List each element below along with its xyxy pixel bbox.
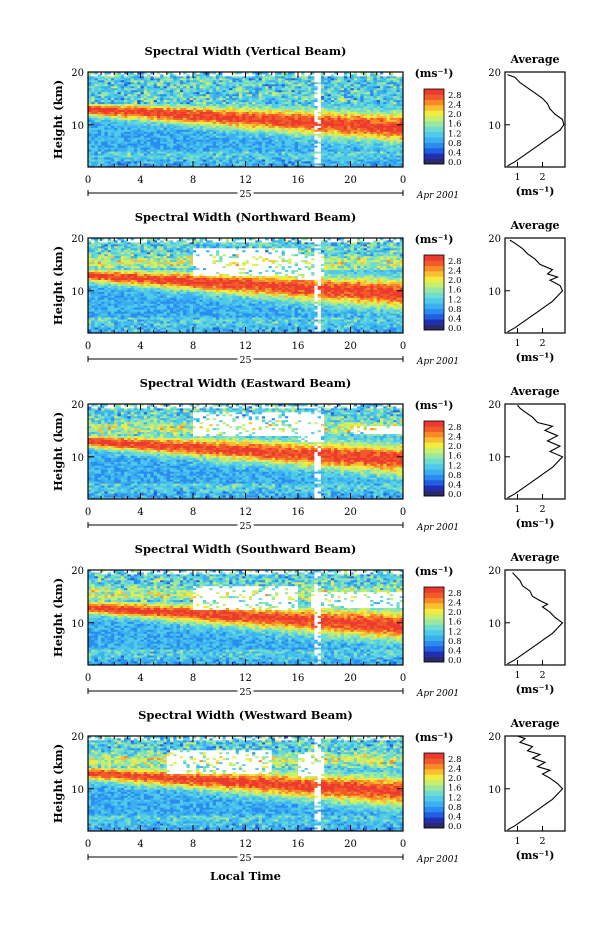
- average-frame: [505, 72, 565, 167]
- chart-title: Spectral Width (Vertical Beam): [145, 44, 347, 58]
- y-tick-label: 10: [71, 121, 84, 132]
- day-label: 25: [239, 189, 251, 200]
- colorbar-swatch: [424, 143, 444, 149]
- colorbar-tick-label: 0.4: [448, 148, 462, 158]
- average-y-tick-label: 10: [488, 121, 501, 132]
- average-profile-line: [508, 75, 564, 166]
- chart-title: Spectral Width (Northward Beam): [135, 210, 357, 224]
- colorbar-tick-label: 2.0: [448, 110, 462, 120]
- colorbar-swatch: [424, 89, 444, 95]
- x-tick-label: 16: [292, 175, 305, 186]
- heatmap-cells: [88, 238, 403, 333]
- date-label: Apr 2001: [416, 191, 459, 201]
- colorbar-swatch: [424, 94, 444, 100]
- colorbar-tick-label: 1.6: [448, 120, 462, 130]
- colorbar-swatch: [424, 105, 444, 111]
- colorbar-tick-label: 2.4: [448, 101, 462, 111]
- colorbar-tick-label: 0.8: [448, 139, 462, 149]
- x-tick-label: 20: [344, 175, 357, 186]
- panel-2: Spectral Width (Northward Beam)1020Heigh…: [51, 210, 565, 367]
- colorbar-swatch: [424, 153, 444, 159]
- colorbar-unit: (ms⁻¹): [415, 67, 454, 80]
- y-axis-label: Height (km): [51, 80, 65, 159]
- colorbar-swatch: [424, 100, 444, 106]
- colorbar-swatch: [424, 159, 444, 165]
- colorbar-swatch: [424, 137, 444, 143]
- average-x-label: (ms⁻¹): [516, 185, 555, 198]
- colorbar-swatch: [424, 127, 444, 133]
- average-title: Average: [509, 53, 559, 66]
- colorbar-tick-label: 0.0: [448, 158, 462, 168]
- colorbar-swatch: [424, 148, 444, 154]
- panel-1: Spectral Width (Vertical Beam)1020Height…: [51, 44, 565, 201]
- average-x-tick-label: 1: [514, 172, 520, 183]
- x-tick-label: 0: [85, 175, 91, 186]
- average-y-tick-label: 20: [488, 68, 501, 79]
- colorbar-swatch: [424, 132, 444, 138]
- colorbar-swatch: [424, 110, 444, 116]
- y-tick-label: 20: [71, 68, 84, 79]
- heatmap-cells: [88, 72, 403, 167]
- x-tick-label: 0: [400, 175, 406, 186]
- colorbar-swatch: [424, 121, 444, 127]
- average-x-tick-label: 2: [539, 172, 545, 183]
- colorbar-swatch: [424, 116, 444, 122]
- x-tick-label: 12: [239, 175, 252, 186]
- x-tick-label: 4: [137, 175, 143, 186]
- colorbar-tick-label: 2.8: [448, 91, 462, 101]
- x-tick-label: 8: [190, 175, 196, 186]
- colorbar-tick-label: 1.2: [448, 129, 462, 139]
